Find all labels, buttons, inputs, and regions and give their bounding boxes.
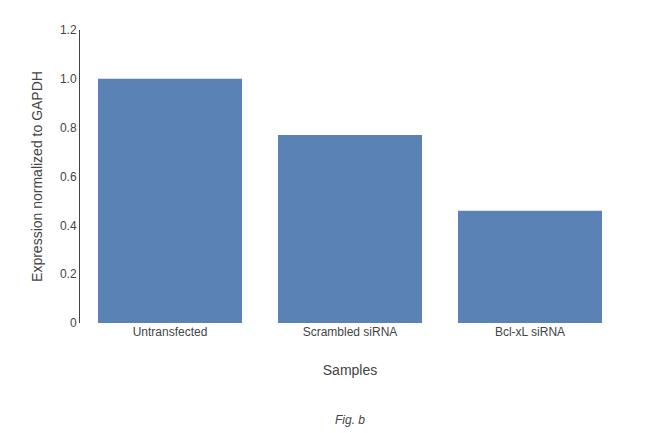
svg-text:0.4: 0.4: [60, 219, 77, 233]
svg-text:Untransfected: Untransfected: [133, 325, 208, 339]
svg-text:Expression normalized to GAPDH: Expression normalized to GAPDH: [29, 71, 45, 282]
svg-text:1.2: 1.2: [60, 23, 77, 37]
svg-text:Fig. b: Fig. b: [335, 413, 365, 427]
svg-text:0.8: 0.8: [60, 121, 77, 135]
svg-text:Bcl-xL siRNA: Bcl-xL siRNA: [495, 325, 565, 339]
svg-text:1.0: 1.0: [60, 72, 77, 86]
svg-text:0: 0: [70, 316, 77, 330]
svg-text:Scrambled siRNA: Scrambled siRNA: [303, 325, 398, 339]
svg-text:0.6: 0.6: [60, 170, 77, 184]
svg-text:Samples: Samples: [323, 362, 377, 378]
svg-text:0.2: 0.2: [60, 267, 77, 281]
